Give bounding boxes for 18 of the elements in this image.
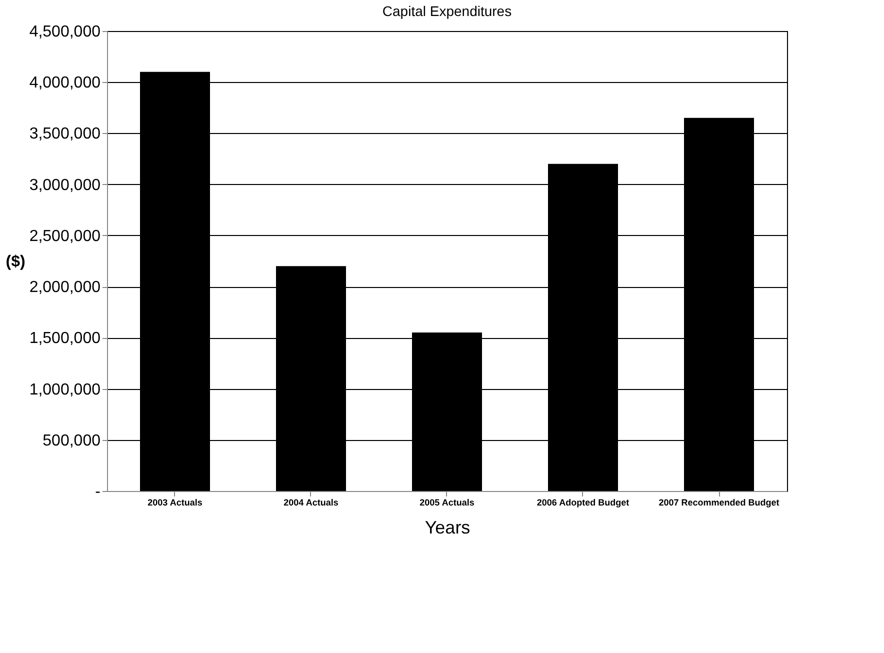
y-tick-label: 500,000	[42, 432, 101, 450]
y-tick-label: 3,000,000	[29, 176, 101, 194]
y-tick-label: 4,000,000	[29, 74, 101, 92]
y-tick-label: -	[95, 484, 100, 500]
x-tick-label: 2007 Recommended Budget	[658, 498, 780, 508]
y-tick-label: 2,500,000	[29, 228, 101, 245]
y-axis-title: ($)	[6, 254, 26, 270]
y-tick-label: 3,500,000	[29, 126, 101, 143]
x-tick-label: 2004 Actuals	[284, 498, 338, 508]
x-axis-title: Years	[424, 518, 470, 538]
x-tick-label: 2006 Adopted Budget	[536, 498, 630, 508]
y-tick-label: 4,500,000	[29, 24, 101, 40]
x-tick-label: 2005 Actuals	[420, 498, 474, 508]
y-tick-label: 1,500,000	[29, 330, 101, 348]
x-tick-label: 2003 Actuals	[148, 498, 202, 508]
y-tick-label: 1,000,000	[29, 381, 101, 398]
chart-title: Capital Expenditures	[382, 3, 512, 19]
y-tick-label: 2,000,000	[29, 279, 101, 296]
